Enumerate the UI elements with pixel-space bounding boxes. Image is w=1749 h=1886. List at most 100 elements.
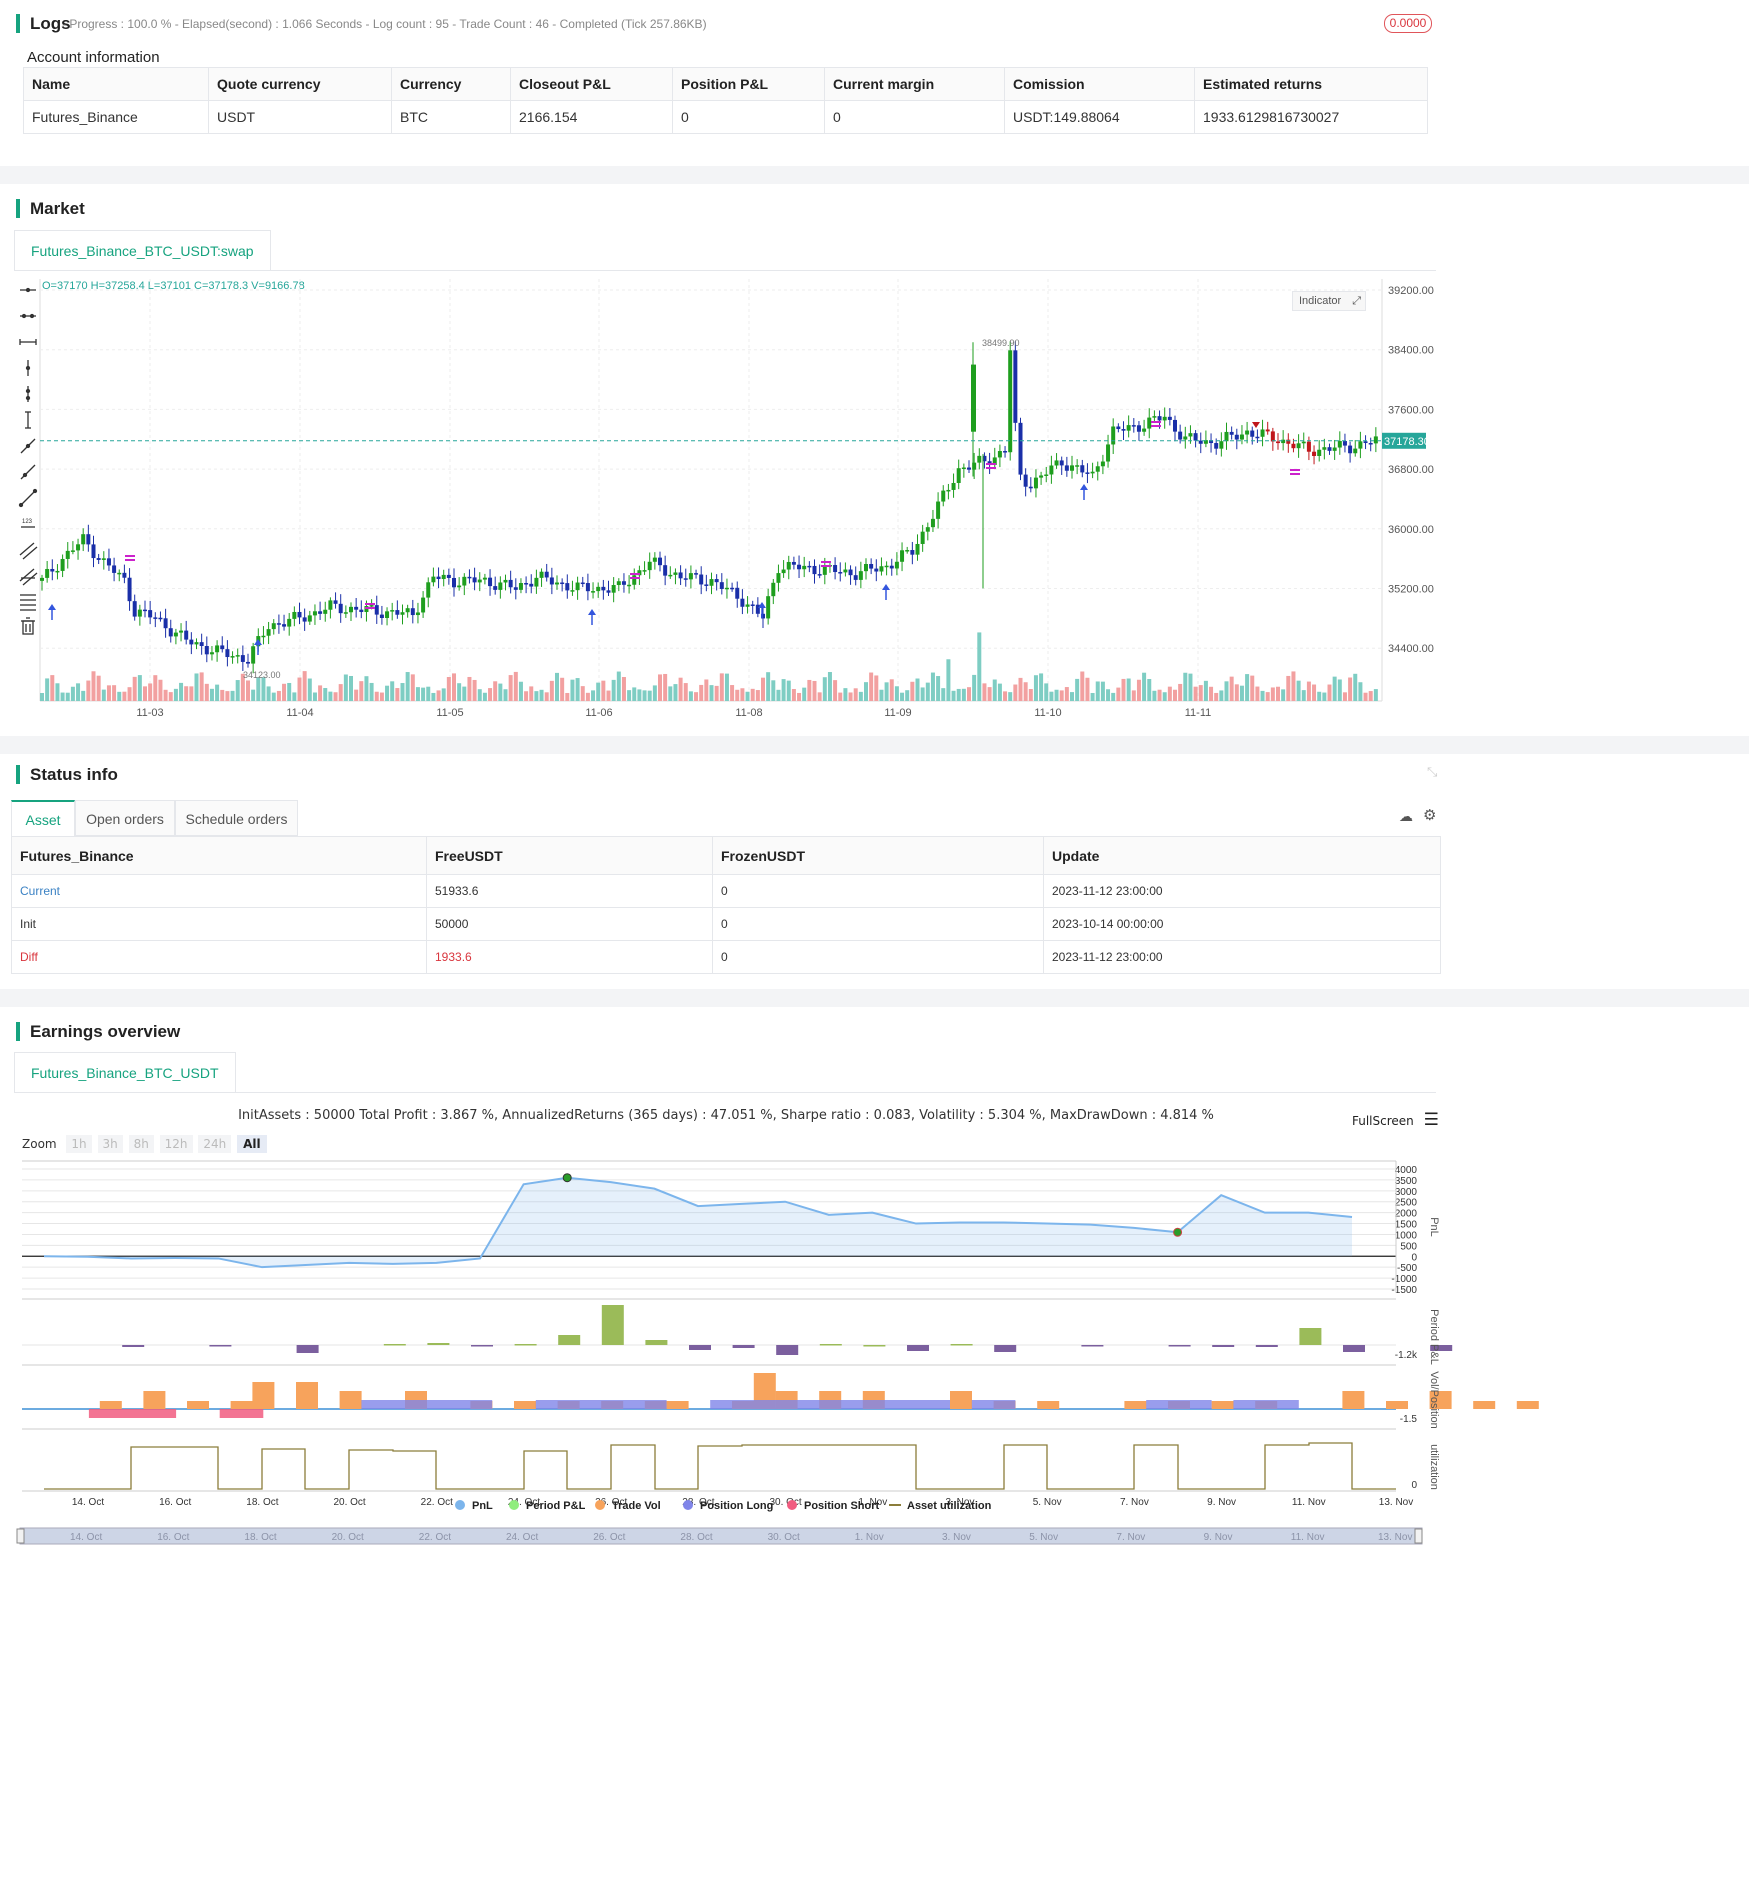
ray-line-icon[interactable] (20, 464, 36, 480)
candle-body (1224, 431, 1229, 442)
account-title: Account information (27, 49, 160, 66)
horizontal-ray-icon[interactable] (20, 313, 36, 319)
earnings-chart[interactable]: 40003500300025002000150010005000-500-100… (0, 1007, 1749, 1886)
volume-bar (518, 681, 523, 701)
volume-bar (168, 692, 173, 701)
period-pnl-bar (209, 1345, 232, 1347)
volume-bar (65, 692, 70, 701)
collapse-icon[interactable]: ⤡ (1427, 764, 1438, 779)
fullscreen-button[interactable]: FullScreen ☰ (1352, 1110, 1439, 1130)
horizontal-segment-icon[interactable] (19, 339, 37, 345)
volume-bar (1203, 680, 1208, 701)
earnings-summary: InitAssets : 50000 Total Profit : 3.867 … (238, 1108, 1214, 1123)
volume-bar (220, 689, 225, 701)
volume-bar (55, 683, 60, 701)
volume-bar (766, 672, 771, 701)
fibonacci-icon[interactable] (20, 594, 36, 611)
candle-body (1183, 436, 1188, 440)
candlestick-chart[interactable]: 39200.00 38400.00 37600.00 36800.00 36000.00… (0, 184, 1749, 736)
col-exchange: Futures_Binance (11, 836, 427, 875)
vertical-segment-icon[interactable] (25, 411, 31, 429)
cell: USDT (208, 100, 392, 134)
tab-market-symbol[interactable]: Futures_Binance_BTC_USDT:swap (14, 230, 271, 270)
volume-bar (905, 690, 910, 701)
settings-icon[interactable]: ⚙ (1423, 807, 1437, 824)
volume-bar (143, 686, 147, 701)
cell: 0 (712, 874, 1044, 908)
volume-bar (678, 677, 683, 701)
candle-body (446, 574, 451, 578)
volume-bar (431, 692, 436, 701)
long-arrow-icon (1080, 484, 1088, 490)
candle-body (230, 656, 235, 658)
zoom-3h[interactable]: 3h (97, 1135, 123, 1153)
volume-bar (915, 678, 920, 701)
trade-vol-bar (1037, 1401, 1060, 1409)
zoom-all[interactable]: All (237, 1135, 267, 1153)
expand-icon[interactable]: ⤢ (1352, 295, 1361, 307)
tab-earnings-symbol[interactable]: Futures_Binance_BTC_USDT (14, 1052, 236, 1092)
candle-body (539, 571, 544, 578)
volume-bar (1353, 673, 1358, 701)
volume-bar (81, 690, 86, 701)
download-icon[interactable]: ☁ (1399, 808, 1413, 824)
horizontal-line-icon[interactable] (20, 287, 36, 293)
zoom-1h[interactable]: 1h (66, 1135, 92, 1153)
trend-line-icon[interactable] (20, 438, 36, 454)
tab-open-orders[interactable]: Open orders (75, 800, 175, 836)
vertical-ray-icon[interactable] (25, 386, 31, 402)
segment-line-icon[interactable] (18, 488, 38, 508)
tab-schedule-orders[interactable]: Schedule orders (175, 800, 298, 836)
volume-bar (40, 693, 44, 701)
candle-body (925, 527, 930, 532)
candle-body (1265, 429, 1270, 432)
candle-body (240, 655, 245, 662)
date-tick-label: 30. Oct (769, 1497, 801, 1508)
volume-bar (287, 682, 292, 701)
candle-body (405, 608, 410, 613)
candle-body (1327, 447, 1332, 451)
period-pnl-bar (122, 1345, 145, 1347)
tab-underline (14, 270, 1436, 271)
volume-bar (658, 674, 662, 701)
volume-bar (627, 690, 632, 701)
volume-bar (503, 689, 508, 701)
zoom-24h[interactable]: 24h (198, 1135, 232, 1153)
trade-vol-bar (296, 1382, 318, 1409)
menu-icon[interactable]: ☰ (1423, 1110, 1439, 1130)
candle-body (745, 604, 750, 607)
vertical-line-icon[interactable] (25, 360, 31, 376)
status-panel: Status info ⤡ Asset Open orders Schedule… (0, 754, 1749, 989)
volume-bar (647, 690, 652, 701)
date-tick-label: 28. Oct (682, 1497, 714, 1508)
trash-icon[interactable] (21, 617, 35, 635)
candle-body (735, 587, 740, 599)
volume-bar (709, 685, 714, 701)
navigator-date-label: 24. Oct (506, 1532, 538, 1543)
volume-bar (1162, 692, 1167, 701)
table-row: Current 51933.6 0 2023-11-12 23:00:00 (11, 874, 1441, 908)
candle-body (1116, 426, 1121, 430)
candle-body (967, 467, 971, 470)
indicator-button[interactable]: Indicator ⤢ (1292, 291, 1366, 311)
candle-body (431, 576, 436, 583)
volume-bar (694, 692, 699, 701)
candle-body (601, 586, 606, 591)
price-channel-icon[interactable] (19, 568, 38, 586)
asset-header-row: Futures_Binance FreeUSDT FrozenUSDT Upda… (11, 836, 1441, 875)
parallel-lines-icon[interactable] (19, 542, 38, 560)
candle-body (1100, 461, 1105, 467)
zoom-8h[interactable]: 8h (128, 1135, 154, 1153)
market-title: Market (16, 199, 85, 218)
candle-body (467, 576, 472, 579)
col-quote-currency: Quote currency (208, 67, 392, 101)
position-long-bar (1233, 1400, 1299, 1409)
volume-bar (652, 685, 657, 701)
volume-bar (1044, 683, 1049, 701)
candle-body (60, 558, 65, 571)
price-label-icon[interactable]: 123 (21, 519, 35, 528)
zoom-12h[interactable]: 12h (159, 1135, 193, 1153)
candle-body (627, 584, 632, 587)
tab-asset[interactable]: Asset (11, 800, 75, 836)
candle-body (184, 630, 189, 640)
